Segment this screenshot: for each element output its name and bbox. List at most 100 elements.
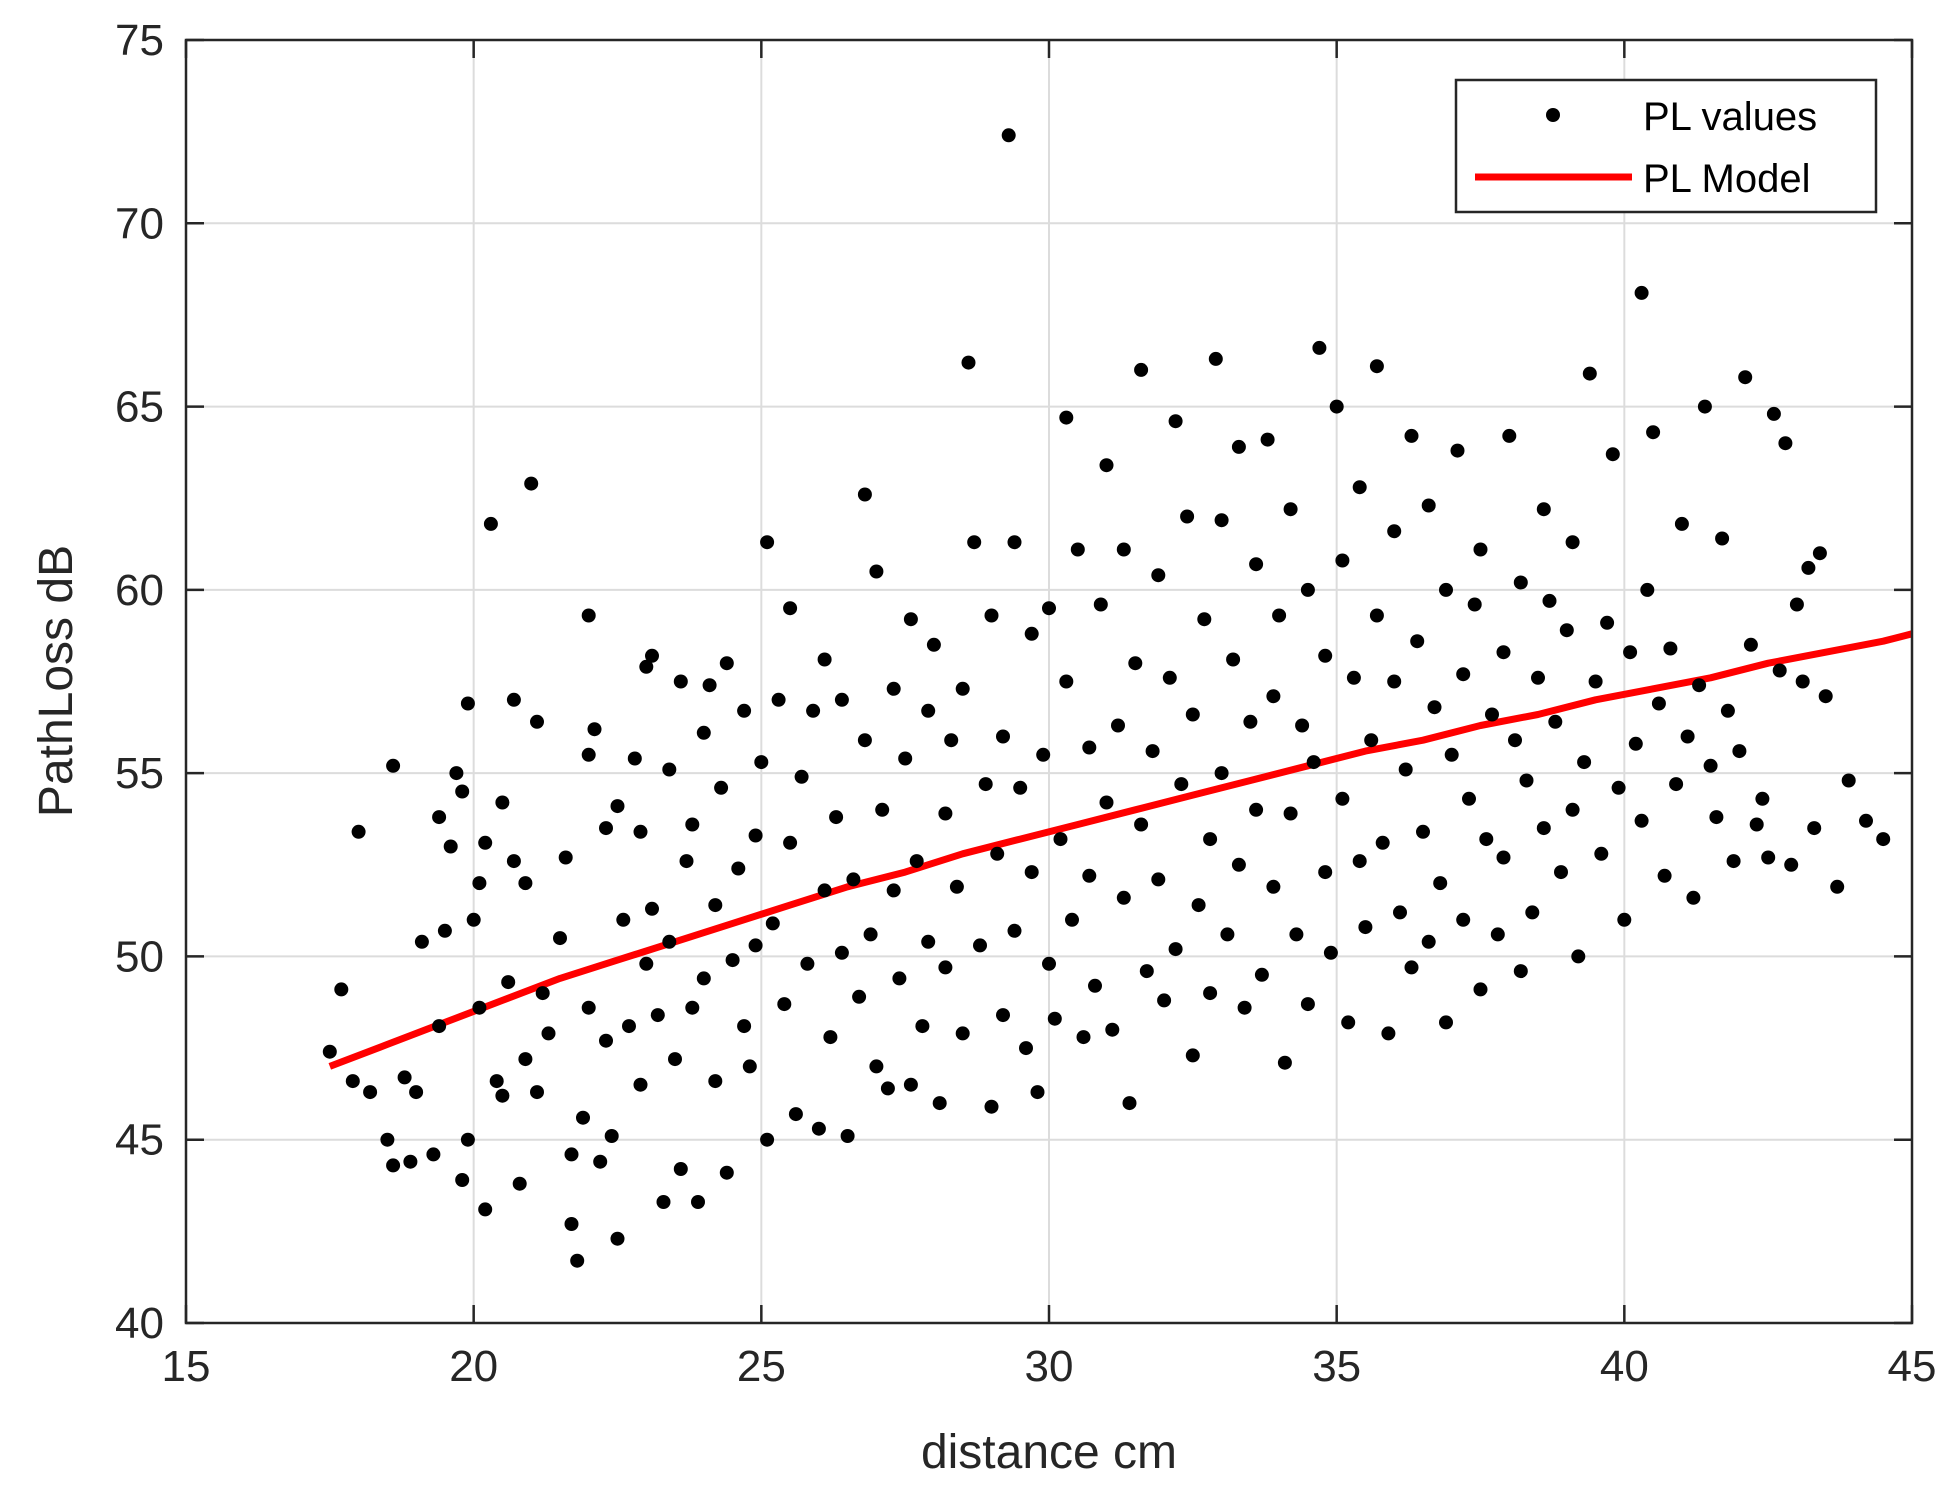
pl-value-point bbox=[909, 854, 924, 869]
pl-value-point bbox=[1709, 810, 1724, 825]
pl-value-point bbox=[1525, 905, 1540, 920]
pl-value-point bbox=[397, 1070, 412, 1085]
pl-value-point bbox=[926, 637, 941, 652]
pl-value-point bbox=[1076, 1030, 1091, 1045]
pl-value-point bbox=[1237, 1000, 1252, 1015]
pl-value-point bbox=[880, 1081, 895, 1096]
pl-value-point bbox=[1657, 868, 1672, 883]
pl-value-point bbox=[1473, 982, 1488, 997]
pl-value-point bbox=[1387, 524, 1402, 539]
pl-value-point bbox=[409, 1085, 424, 1100]
pl-value-point bbox=[1323, 945, 1338, 960]
pl-value-point bbox=[495, 795, 510, 810]
pl-value-point bbox=[1203, 832, 1218, 847]
pl-value-point bbox=[570, 1253, 585, 1268]
pl-value-point bbox=[857, 733, 872, 748]
pl-value-point bbox=[1508, 733, 1522, 748]
pl-value-point bbox=[1266, 879, 1281, 894]
pl-value-point bbox=[719, 1165, 734, 1180]
pl-value-point bbox=[1116, 890, 1131, 905]
y-axis-label: PathLoss dB bbox=[30, 545, 83, 817]
pl-value-point bbox=[478, 835, 493, 850]
pl-value-point bbox=[1859, 813, 1873, 828]
pl-value-point bbox=[1128, 656, 1143, 671]
y-tick-label: 50 bbox=[115, 932, 164, 981]
pl-value-point bbox=[1369, 608, 1384, 623]
pl-value-point bbox=[1393, 905, 1407, 920]
pl-value-point bbox=[1024, 865, 1039, 880]
pl-value-point bbox=[1191, 898, 1206, 913]
pl-value-point bbox=[783, 601, 798, 616]
pl-value-point bbox=[1479, 832, 1494, 847]
pl-value-point bbox=[817, 883, 832, 898]
pl-value-point bbox=[1600, 615, 1615, 630]
pl-value-point bbox=[1588, 674, 1603, 689]
pl-value-point bbox=[794, 769, 809, 784]
pl-value-point bbox=[679, 854, 694, 869]
pl-value-point bbox=[351, 824, 366, 839]
pl-value-point bbox=[685, 1000, 700, 1015]
pl-value-point bbox=[1065, 912, 1079, 927]
pl-value-point bbox=[1876, 832, 1891, 847]
pl-value-point bbox=[955, 1026, 970, 1041]
pl-value-point bbox=[1042, 601, 1056, 616]
legend-marker-pl-values bbox=[1546, 108, 1560, 122]
pl-value-point bbox=[455, 1173, 470, 1187]
legend-label-pl-model: PL Model bbox=[1643, 157, 1811, 201]
pl-value-point bbox=[1416, 824, 1430, 839]
pl-value-point bbox=[973, 938, 987, 953]
pl-value-point bbox=[852, 989, 867, 1004]
pl-value-point bbox=[1404, 960, 1419, 975]
pl-value-point bbox=[1715, 531, 1730, 546]
pl-value-point bbox=[834, 692, 849, 707]
pl-value-point bbox=[1467, 597, 1482, 612]
pl-value-point bbox=[903, 1077, 918, 1092]
pl-value-point bbox=[921, 934, 936, 949]
pl-value-point bbox=[553, 931, 567, 946]
pl-value-point bbox=[564, 1217, 579, 1231]
pl-value-point bbox=[1749, 817, 1764, 832]
pl-value-point bbox=[1168, 942, 1183, 957]
pl-value-point bbox=[639, 659, 654, 674]
pl-value-point bbox=[1088, 978, 1102, 993]
y-tick-labels: 40 45 50 55 60 65 70 75 bbox=[115, 16, 164, 1348]
pl-value-point bbox=[1220, 927, 1235, 942]
pl-value-point bbox=[512, 1176, 527, 1191]
pl-value-point bbox=[1105, 1022, 1120, 1037]
pl-value-point bbox=[1462, 791, 1476, 806]
pl-value-point bbox=[1720, 703, 1735, 718]
pl-value-point bbox=[760, 535, 775, 550]
pl-value-point bbox=[1134, 817, 1149, 832]
pl-value-point bbox=[1490, 927, 1505, 942]
pl-value-point bbox=[1640, 582, 1655, 597]
pl-value-point bbox=[737, 703, 752, 718]
pl-value-point bbox=[1312, 340, 1327, 355]
pl-value-point bbox=[938, 806, 953, 821]
pl-value-point bbox=[1243, 714, 1258, 729]
pl-value-point bbox=[535, 986, 550, 1001]
pl-value-point bbox=[944, 733, 959, 748]
pl-value-point bbox=[777, 997, 792, 1012]
data-points bbox=[322, 128, 1891, 1268]
pl-value-point bbox=[1260, 432, 1275, 447]
pl-value-point bbox=[1807, 821, 1822, 836]
pl-value-point bbox=[610, 799, 625, 814]
axis-ticks bbox=[184, 38, 1914, 1325]
x-tick-label: 45 bbox=[1888, 1342, 1937, 1391]
x-axis-label: distance cm bbox=[921, 1426, 1177, 1479]
pl-value-point bbox=[898, 751, 913, 766]
pl-value-point bbox=[1548, 714, 1563, 729]
pl-value-point bbox=[1070, 542, 1085, 557]
pl-value-point bbox=[587, 722, 602, 737]
pl-value-point bbox=[1427, 700, 1442, 715]
x-tick-label: 35 bbox=[1312, 1342, 1361, 1391]
pl-value-point bbox=[633, 824, 648, 839]
pl-value-point bbox=[1761, 850, 1776, 865]
pl-value-point bbox=[955, 681, 970, 696]
pl-value-point bbox=[599, 1033, 613, 1048]
pl-value-point bbox=[857, 487, 872, 502]
pl-value-point bbox=[1513, 575, 1528, 590]
pl-value-point bbox=[334, 982, 349, 997]
pl-value-point bbox=[1680, 729, 1695, 744]
pl-value-point bbox=[1162, 670, 1177, 685]
